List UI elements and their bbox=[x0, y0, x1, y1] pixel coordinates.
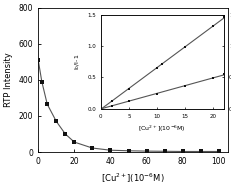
Point bbox=[110, 104, 113, 107]
Point bbox=[90, 146, 94, 149]
Point bbox=[216, 150, 220, 153]
Point bbox=[36, 58, 40, 61]
Point bbox=[98, 107, 102, 110]
Point bbox=[198, 150, 202, 153]
Point bbox=[54, 120, 58, 123]
Point bbox=[45, 103, 49, 106]
X-axis label: [Cu$^{2+}$](10$^{-6}$M): [Cu$^{2+}$](10$^{-6}$M) bbox=[101, 171, 164, 185]
Point bbox=[182, 85, 186, 88]
Point bbox=[210, 77, 214, 80]
Point bbox=[72, 141, 76, 144]
Point bbox=[126, 149, 130, 152]
Point bbox=[180, 150, 184, 153]
Point bbox=[40, 80, 43, 83]
Point bbox=[63, 132, 67, 136]
Point bbox=[221, 73, 225, 76]
Y-axis label: RTP Intensity: RTP Intensity bbox=[4, 53, 13, 107]
Point bbox=[154, 92, 158, 95]
Point bbox=[162, 150, 166, 153]
Point bbox=[126, 100, 130, 103]
Point bbox=[144, 150, 148, 153]
Point bbox=[108, 149, 112, 152]
